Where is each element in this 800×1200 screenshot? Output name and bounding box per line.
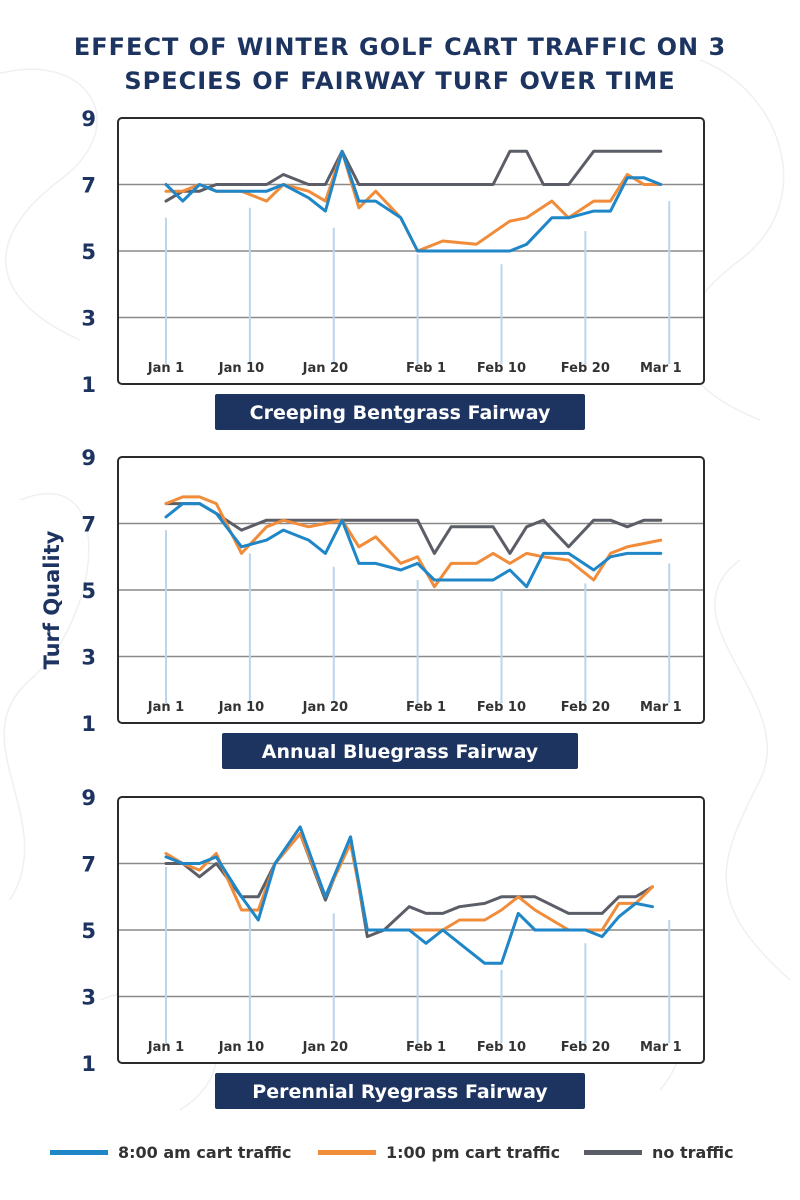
species-label: Annual Bluegrass Fairway [262,741,539,763]
chart-title-line-2: SPECIES OF FAIRWAY TURF OVER TIME [124,67,676,95]
x-tick-label: Jan 1 [147,1040,184,1055]
x-tick-label: Jan 10 [218,700,264,715]
x-tick-label: Feb 10 [477,361,526,376]
chart-title: EFFECT OF WINTER GOLF CART TRAFFIC ON 3 … [0,30,800,98]
x-tick-label: Jan 10 [218,1040,264,1055]
x-tick-label: Mar 1 [640,700,682,715]
y-tick-label: 5 [81,919,96,943]
chart-panel-1: 1 3 5 7 9 Jan 1 Jan 10 Jan 20 Feb 1 Feb 10 Feb 20 M… [81,107,705,430]
series-line-no-traffic [164,502,663,555]
y-tick-label: 1 [81,373,96,397]
y-tick-label: 3 [81,307,96,331]
legend-label-no-traffic: no traffic [652,1142,734,1162]
series-line-8am [164,502,663,589]
species-label: Creeping Bentgrass Fairway [250,402,551,424]
x-tick-label: Jan 20 [302,361,348,376]
x-tick-label: Feb 1 [406,361,446,376]
species-label: Perennial Ryegrass Fairway [252,1081,548,1103]
legend-label-8am: 8:00 am cart traffic [118,1142,292,1162]
x-tick-label: Jan 20 [302,700,348,715]
y-tick-label: 9 [81,786,96,810]
series-line-8am [164,149,663,253]
x-tick-label: Jan 1 [147,361,184,376]
legend-item-8am: 8:00 am cart traffic [50,1140,291,1164]
x-tick-label: Feb 1 [406,700,446,715]
x-tick-label: Jan 20 [302,1040,348,1055]
chart-panel-3: 1 3 5 7 9 Jan 1 Jan 10 Jan 20 Feb 1 Feb 10 Feb 20 M… [81,786,705,1109]
chart-panel-2: 1 3 5 7 9 Jan 1 Jan 10 Jan 20 Feb 1 Feb 10 Feb 20 M… [81,446,705,769]
legend-item-no-traffic: no traffic [584,1140,734,1164]
x-tick-label: Feb 20 [561,700,610,715]
species-label-box [222,733,578,769]
y-tick-label: 7 [81,853,96,877]
y-tick-label: 5 [81,579,96,603]
y-tick-label: 1 [81,1052,96,1076]
y-tick-label: 9 [81,107,96,131]
species-label-box [215,394,585,430]
legend-swatch-8am [50,1149,108,1155]
series-line-no-traffic [164,149,663,203]
series-line-no-traffic [164,832,654,939]
x-tick-label: Feb 10 [477,700,526,715]
x-tick-label: Jan 10 [218,361,264,376]
x-tick-label: Feb 1 [406,1040,446,1055]
legend-swatch-1pm [318,1149,376,1155]
y-tick-label: 1 [81,712,96,736]
y-tick-label: 7 [81,174,96,198]
legend-item-1pm: 1:00 pm cart traffic [318,1140,560,1164]
legend-swatch-no-traffic [584,1149,642,1155]
x-tick-label: Jan 1 [147,700,184,715]
y-tick-label: 3 [81,986,96,1010]
chart-title-line-1: EFFECT OF WINTER GOLF CART TRAFFIC ON 3 [73,33,727,61]
x-tick-label: Mar 1 [640,1040,682,1055]
x-tick-label: Feb 20 [561,361,610,376]
y-tick-label: 3 [81,646,96,670]
y-tick-label: 9 [81,446,96,470]
species-label-box [215,1073,585,1109]
series-line-8am [164,825,654,965]
legend-label-1pm: 1:00 pm cart traffic [386,1142,561,1162]
x-tick-label: Feb 20 [561,1040,610,1055]
x-tick-label: Mar 1 [640,361,682,376]
x-tick-label: Feb 10 [477,1040,526,1055]
y-tick-label: 5 [81,240,96,264]
y-tick-label: 7 [81,513,96,537]
